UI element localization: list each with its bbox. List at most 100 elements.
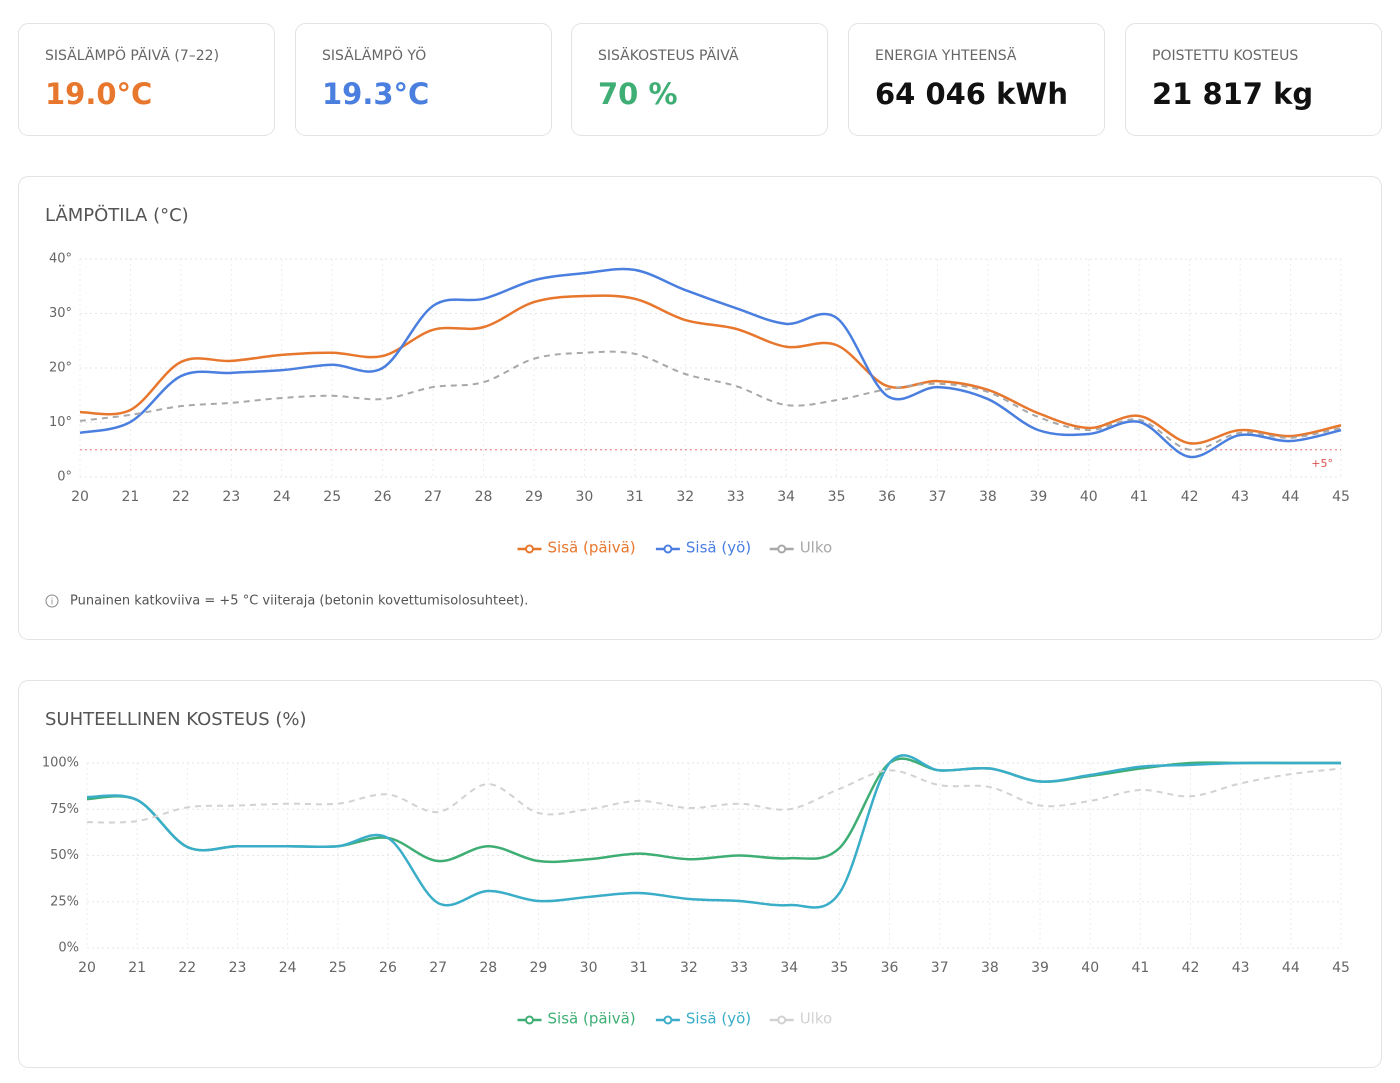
chart-title: SUHTEELLINEN KOSTEUS (%)	[45, 709, 307, 730]
x-tick-label: 30	[575, 489, 593, 505]
x-tick-label: 42	[1181, 489, 1199, 505]
x-tick-label: 28	[479, 960, 497, 976]
x-tick-label: 25	[323, 489, 341, 505]
legend-label: Sisä (päivä)	[548, 539, 636, 557]
x-tick-label: 27	[429, 960, 447, 976]
chart-note: Punainen katkoviiva = +5 °C viiteraja (b…	[70, 594, 528, 609]
stat-value: 70 %	[598, 77, 678, 111]
x-tick-label: 32	[680, 960, 698, 976]
x-tick-label: 41	[1131, 960, 1149, 976]
stat-label: SISÄKOSTEUS PÄIVÄ	[598, 46, 739, 64]
x-tick-label: 26	[374, 489, 392, 505]
x-tick-label: 31	[630, 960, 648, 976]
stat-card	[571, 23, 828, 136]
legend-label: Ulko	[800, 539, 832, 557]
y-tick-label: 0%	[58, 941, 79, 956]
x-tick-label: 40	[1080, 489, 1098, 505]
chart-card	[18, 680, 1382, 1068]
x-tick-label: 27	[424, 489, 442, 505]
x-tick-label: 31	[626, 489, 644, 505]
x-tick-label: 30	[580, 960, 598, 976]
x-tick-label: 36	[878, 489, 896, 505]
x-tick-label: 22	[178, 960, 196, 976]
x-tick-label: 20	[71, 489, 89, 505]
stat-value: 19.0°C	[45, 77, 152, 111]
legend-marker	[525, 1015, 534, 1025]
x-tick-label: 35	[828, 489, 846, 505]
x-tick-label: 22	[172, 489, 190, 505]
stat-card	[295, 23, 552, 136]
x-tick-label: 32	[676, 489, 694, 505]
x-tick-label: 40	[1081, 960, 1099, 976]
x-tick-label: 45	[1332, 489, 1350, 505]
x-tick-label: 34	[777, 489, 795, 505]
x-tick-label: 25	[329, 960, 347, 976]
stat-label: ENERGIA YHTEENSÄ	[875, 46, 1017, 64]
legend-label: Sisä (yö)	[686, 1010, 751, 1028]
chart-title: LÄMPÖTILA (°C)	[45, 204, 189, 226]
y-tick-label: 0°	[57, 470, 72, 485]
y-tick-label: 100%	[42, 756, 79, 771]
reference-label: +5°	[1311, 457, 1333, 470]
legend-marker	[777, 544, 787, 554]
x-tick-label: 34	[780, 960, 798, 976]
x-tick-label: 23	[222, 489, 240, 505]
x-tick-label: 26	[379, 960, 397, 976]
y-tick-label: 50%	[50, 848, 79, 863]
x-tick-label: 41	[1130, 489, 1148, 505]
series-line	[79, 294, 1342, 445]
x-tick-label: 24	[273, 489, 291, 505]
legend-marker	[525, 544, 534, 554]
stat-label: SISÄLÄMPÖ PÄIVÄ (7–22)	[45, 46, 219, 64]
y-tick-label: 20°	[49, 361, 72, 376]
info-icon	[45, 594, 59, 608]
legend-marker	[777, 1015, 787, 1025]
x-tick-label: 21	[128, 960, 146, 976]
x-tick-label: 38	[981, 960, 999, 976]
x-tick-label: 33	[727, 489, 745, 505]
info-icon-mark: i	[51, 598, 54, 608]
y-tick-label: 25%	[50, 894, 79, 909]
stat-card	[1125, 23, 1382, 136]
x-tick-label: 29	[525, 489, 543, 505]
x-tick-label: 20	[78, 960, 96, 976]
chart-card	[18, 176, 1382, 640]
stat-label: POISTETTU KOSTEUS	[1152, 48, 1298, 64]
x-tick-label: 37	[931, 960, 949, 976]
x-tick-label: 39	[1029, 489, 1047, 505]
stat-value: 64 046 kWh	[875, 77, 1068, 111]
stat-card	[18, 23, 275, 136]
series-line	[79, 267, 1342, 459]
x-tick-label: 42	[1182, 960, 1200, 976]
stat-label: SISÄLÄMPÖ YÖ	[322, 46, 426, 64]
x-tick-label: 44	[1282, 489, 1300, 505]
x-tick-label: 39	[1031, 960, 1049, 976]
x-tick-label: 43	[1232, 960, 1250, 976]
x-tick-label: 33	[730, 960, 748, 976]
x-tick-label: 28	[475, 489, 493, 505]
legend-label: Sisä (yö)	[686, 539, 751, 557]
stat-value: 19.3°C	[322, 77, 429, 111]
y-tick-label: 75%	[50, 802, 79, 817]
stat-value: 21 817 kg	[1152, 77, 1313, 111]
legend-marker	[663, 1015, 673, 1025]
x-tick-label: 21	[122, 489, 140, 505]
x-tick-label: 44	[1282, 960, 1300, 976]
legend-marker	[663, 544, 673, 554]
series-line	[86, 754, 1341, 909]
x-tick-label: 24	[279, 960, 297, 976]
legend-label: Ulko	[800, 1010, 832, 1028]
x-tick-label: 43	[1231, 489, 1249, 505]
x-tick-label: 35	[830, 960, 848, 976]
x-tick-label: 45	[1332, 960, 1350, 976]
legend-label: Sisä (päivä)	[548, 1010, 636, 1028]
y-tick-label: 30°	[49, 306, 72, 321]
x-tick-label: 29	[530, 960, 548, 976]
y-tick-label: 40°	[49, 252, 72, 267]
x-tick-label: 37	[929, 489, 947, 505]
x-tick-label: 38	[979, 489, 997, 505]
stat-card	[848, 23, 1105, 136]
y-tick-label: 10°	[49, 415, 72, 430]
